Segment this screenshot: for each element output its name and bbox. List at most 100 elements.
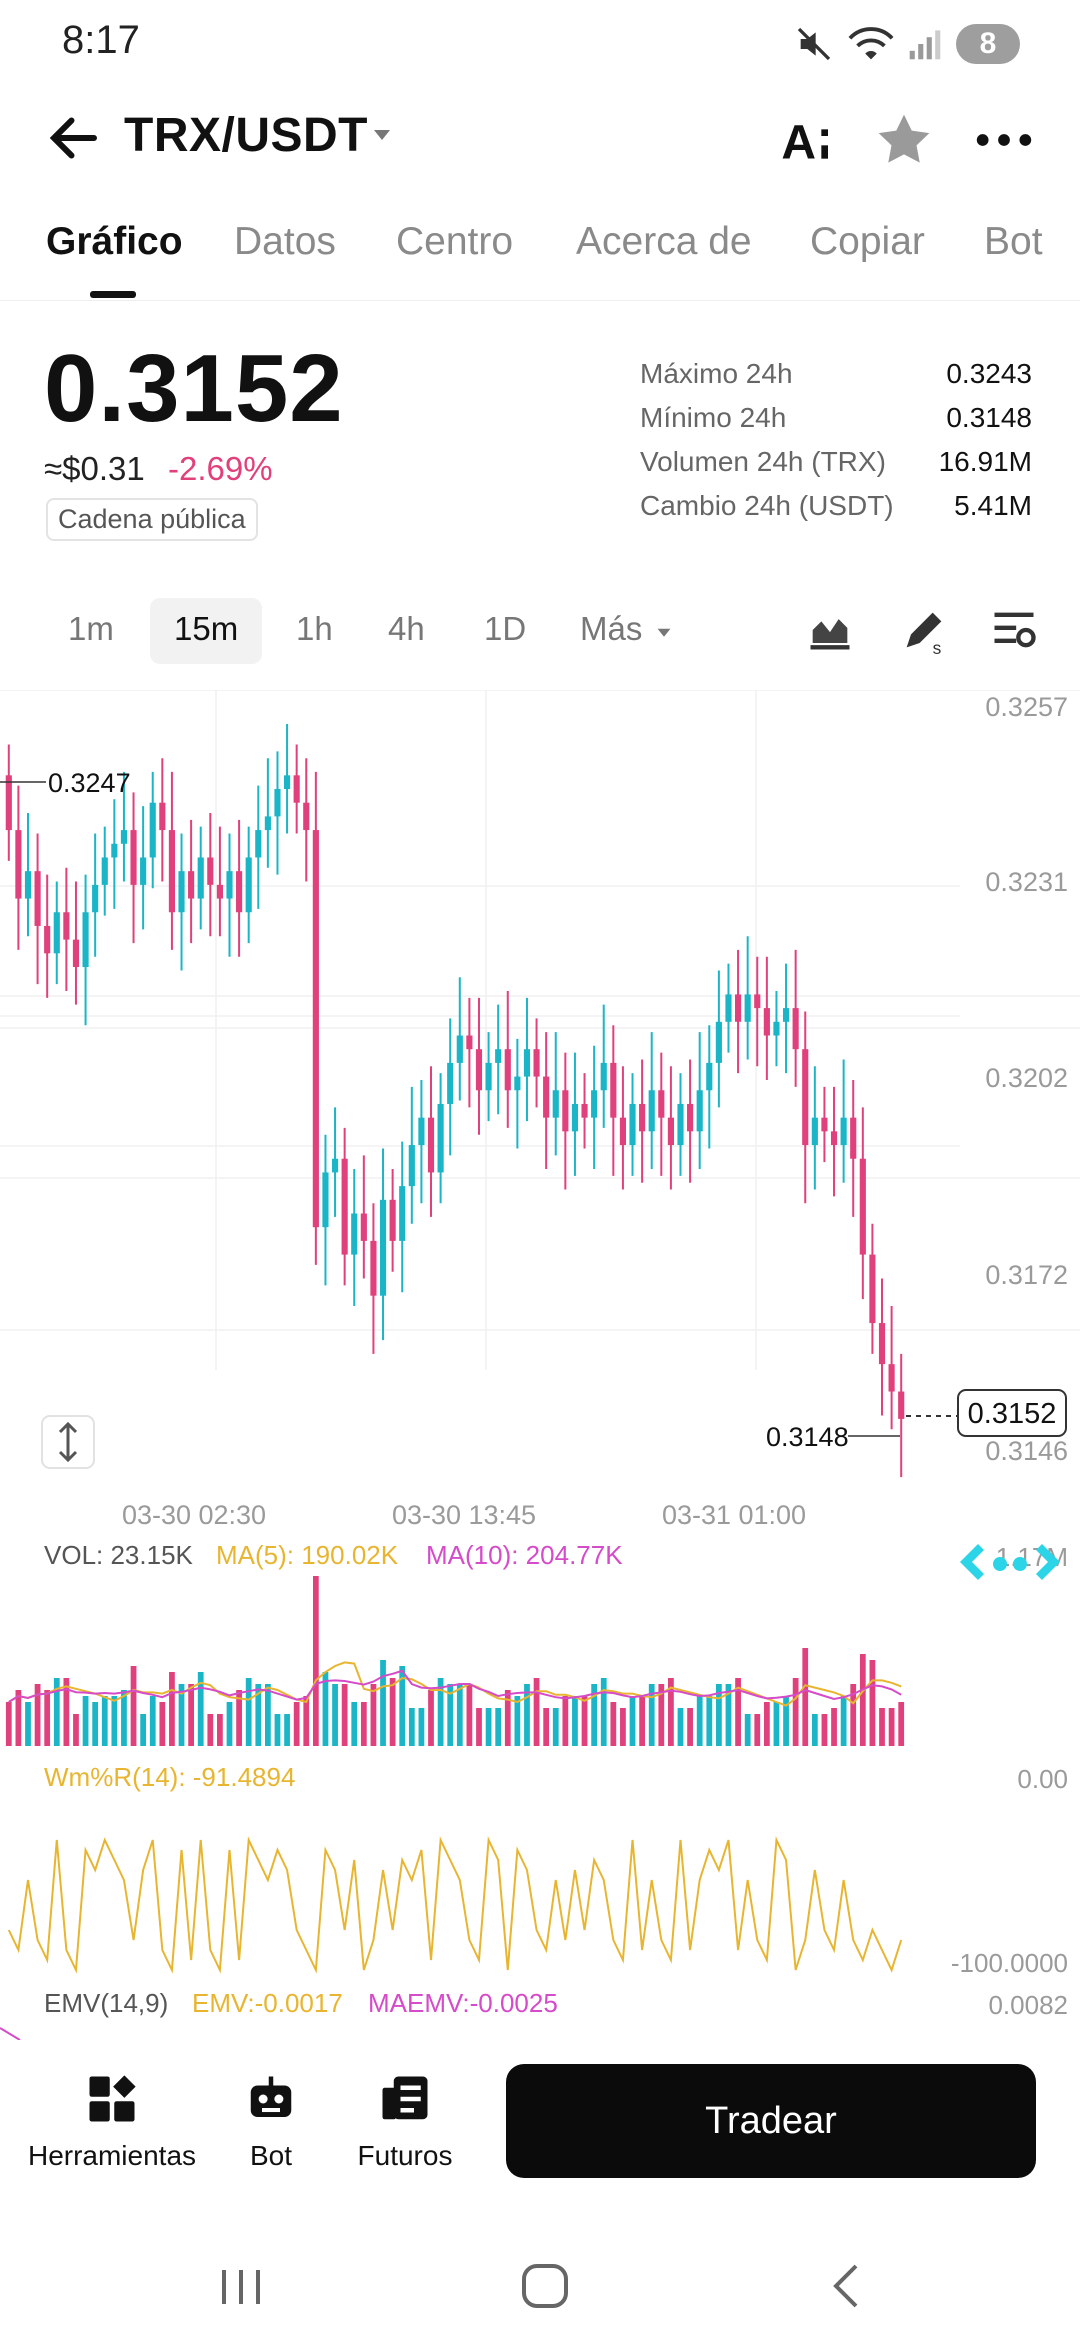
candle (140, 806, 147, 930)
tab-centro[interactable]: Centro (396, 220, 514, 263)
candle (744, 936, 751, 1060)
interval-15m[interactable]: 15m (174, 610, 239, 647)
candle (543, 1032, 550, 1170)
interval-1h[interactable]: 1h (296, 610, 333, 647)
candle (792, 949, 799, 1087)
futures-nav[interactable]: Futuros (350, 2072, 460, 2172)
candle (427, 1066, 435, 1217)
volume-bar (620, 1708, 626, 1746)
candle (773, 990, 780, 1067)
interval-4h[interactable]: 4h (388, 610, 425, 647)
volume-bar (437, 1678, 444, 1746)
vol-axis-label: 1.17M (996, 1542, 1068, 1572)
ma10-line (8, 1669, 902, 1703)
bot-nav[interactable]: Bot (226, 2072, 316, 2172)
candle (495, 1004, 502, 1115)
candle (610, 1025, 617, 1176)
font-size-icon[interactable]: A (776, 108, 840, 172)
back-arrow-icon[interactable] (44, 108, 104, 168)
tab-acerca-de[interactable]: Acerca de (576, 220, 752, 263)
y-tick: 0.3202 (985, 1063, 1068, 1093)
volume-bar (466, 1684, 473, 1746)
home-icon[interactable] (500, 2250, 590, 2320)
favorite-star-icon[interactable] (872, 108, 936, 172)
candle (341, 1127, 348, 1286)
wifi-icon (848, 27, 894, 60)
candle (331, 1107, 339, 1217)
volume-bar (15, 1690, 22, 1746)
ai-assistant-icon (960, 1544, 1060, 1580)
caret-down-icon[interactable] (372, 124, 392, 144)
wr-top-label: 0.00 (1017, 1764, 1068, 1794)
pair-title[interactable]: TRX/USDT (124, 109, 368, 162)
tab-copiar[interactable]: Copiar (810, 220, 925, 263)
volume-bar (668, 1678, 674, 1746)
wr-line (7, 1836, 903, 1974)
interval-1m[interactable]: 1m (68, 610, 114, 647)
volume-bar (92, 1702, 99, 1746)
trade-button[interactable]: Tradear (506, 2064, 1036, 2178)
candle (552, 1032, 559, 1156)
candle (735, 949, 742, 1074)
candle (312, 771, 319, 1265)
volume-bar (34, 1684, 41, 1746)
candle (197, 826, 204, 930)
candle (15, 785, 22, 950)
volume-bar (5, 1702, 12, 1746)
divider (0, 300, 1080, 301)
tab-grafico[interactable]: Gráfico (46, 220, 183, 263)
caret-down-icon[interactable] (656, 624, 672, 640)
candle (370, 1203, 377, 1354)
chart-type-icon[interactable] (804, 604, 856, 656)
volume-bar (169, 1672, 175, 1746)
candle (437, 1073, 444, 1204)
candle (418, 1080, 425, 1204)
volume-bar (629, 1696, 636, 1746)
emv-label: EMV(14,9) (44, 1988, 168, 2018)
chain-badge[interactable]: Cadena pública (46, 498, 258, 541)
volume-bar (831, 1708, 837, 1746)
recent-apps-icon[interactable] (196, 2250, 286, 2320)
tab-datos[interactable]: Datos (234, 220, 336, 263)
candle (159, 758, 166, 882)
candle (821, 1086, 828, 1163)
candle (850, 1080, 857, 1217)
volume-bar (274, 1714, 281, 1746)
tab-bot[interactable]: Bot (984, 220, 1043, 263)
last-price: 0.3152 (44, 335, 344, 442)
more-menu-icon[interactable] (972, 108, 1036, 172)
candle (667, 1066, 674, 1190)
candle (840, 1059, 847, 1183)
interval-more[interactable]: Más (580, 610, 643, 647)
volume-bar (389, 1678, 396, 1746)
volume-bar (763, 1702, 770, 1746)
price-chart[interactable]: 0.3257 0.3231 0.3202 0.3172 0.3146 0.324… (0, 690, 1080, 2046)
candle (63, 867, 70, 991)
candle (504, 990, 511, 1128)
ma5-line (8, 1661, 902, 1707)
wr-label: Wm%R(14): -91.4894 (44, 1762, 295, 1792)
candle (677, 1073, 684, 1176)
candle (830, 1086, 838, 1197)
volume-bar (341, 1684, 348, 1746)
candle (562, 1052, 569, 1190)
volume-bar (821, 1714, 828, 1746)
current-price-marker: 0.3152 (968, 1398, 1057, 1430)
back-nav-icon[interactable] (800, 2250, 890, 2320)
draw-tools-icon[interactable]: s (898, 604, 950, 656)
volume-bar (408, 1708, 415, 1746)
bot-label: Bot (249, 2140, 293, 2171)
mute-icon (797, 27, 831, 61)
candle (859, 1107, 866, 1300)
interval-1d[interactable]: 1D (484, 610, 527, 647)
volume-bar (399, 1666, 406, 1746)
tools-nav[interactable]: Herramientas (22, 2072, 202, 2172)
candle (34, 833, 41, 985)
volume-bar (197, 1672, 204, 1746)
candle (322, 1134, 329, 1286)
candle (802, 1011, 809, 1204)
volume-bar (332, 1684, 338, 1746)
stat-volume-value: 16.91M (938, 446, 1032, 477)
volume-bar (687, 1708, 693, 1746)
indicator-settings-icon[interactable] (988, 604, 1040, 656)
